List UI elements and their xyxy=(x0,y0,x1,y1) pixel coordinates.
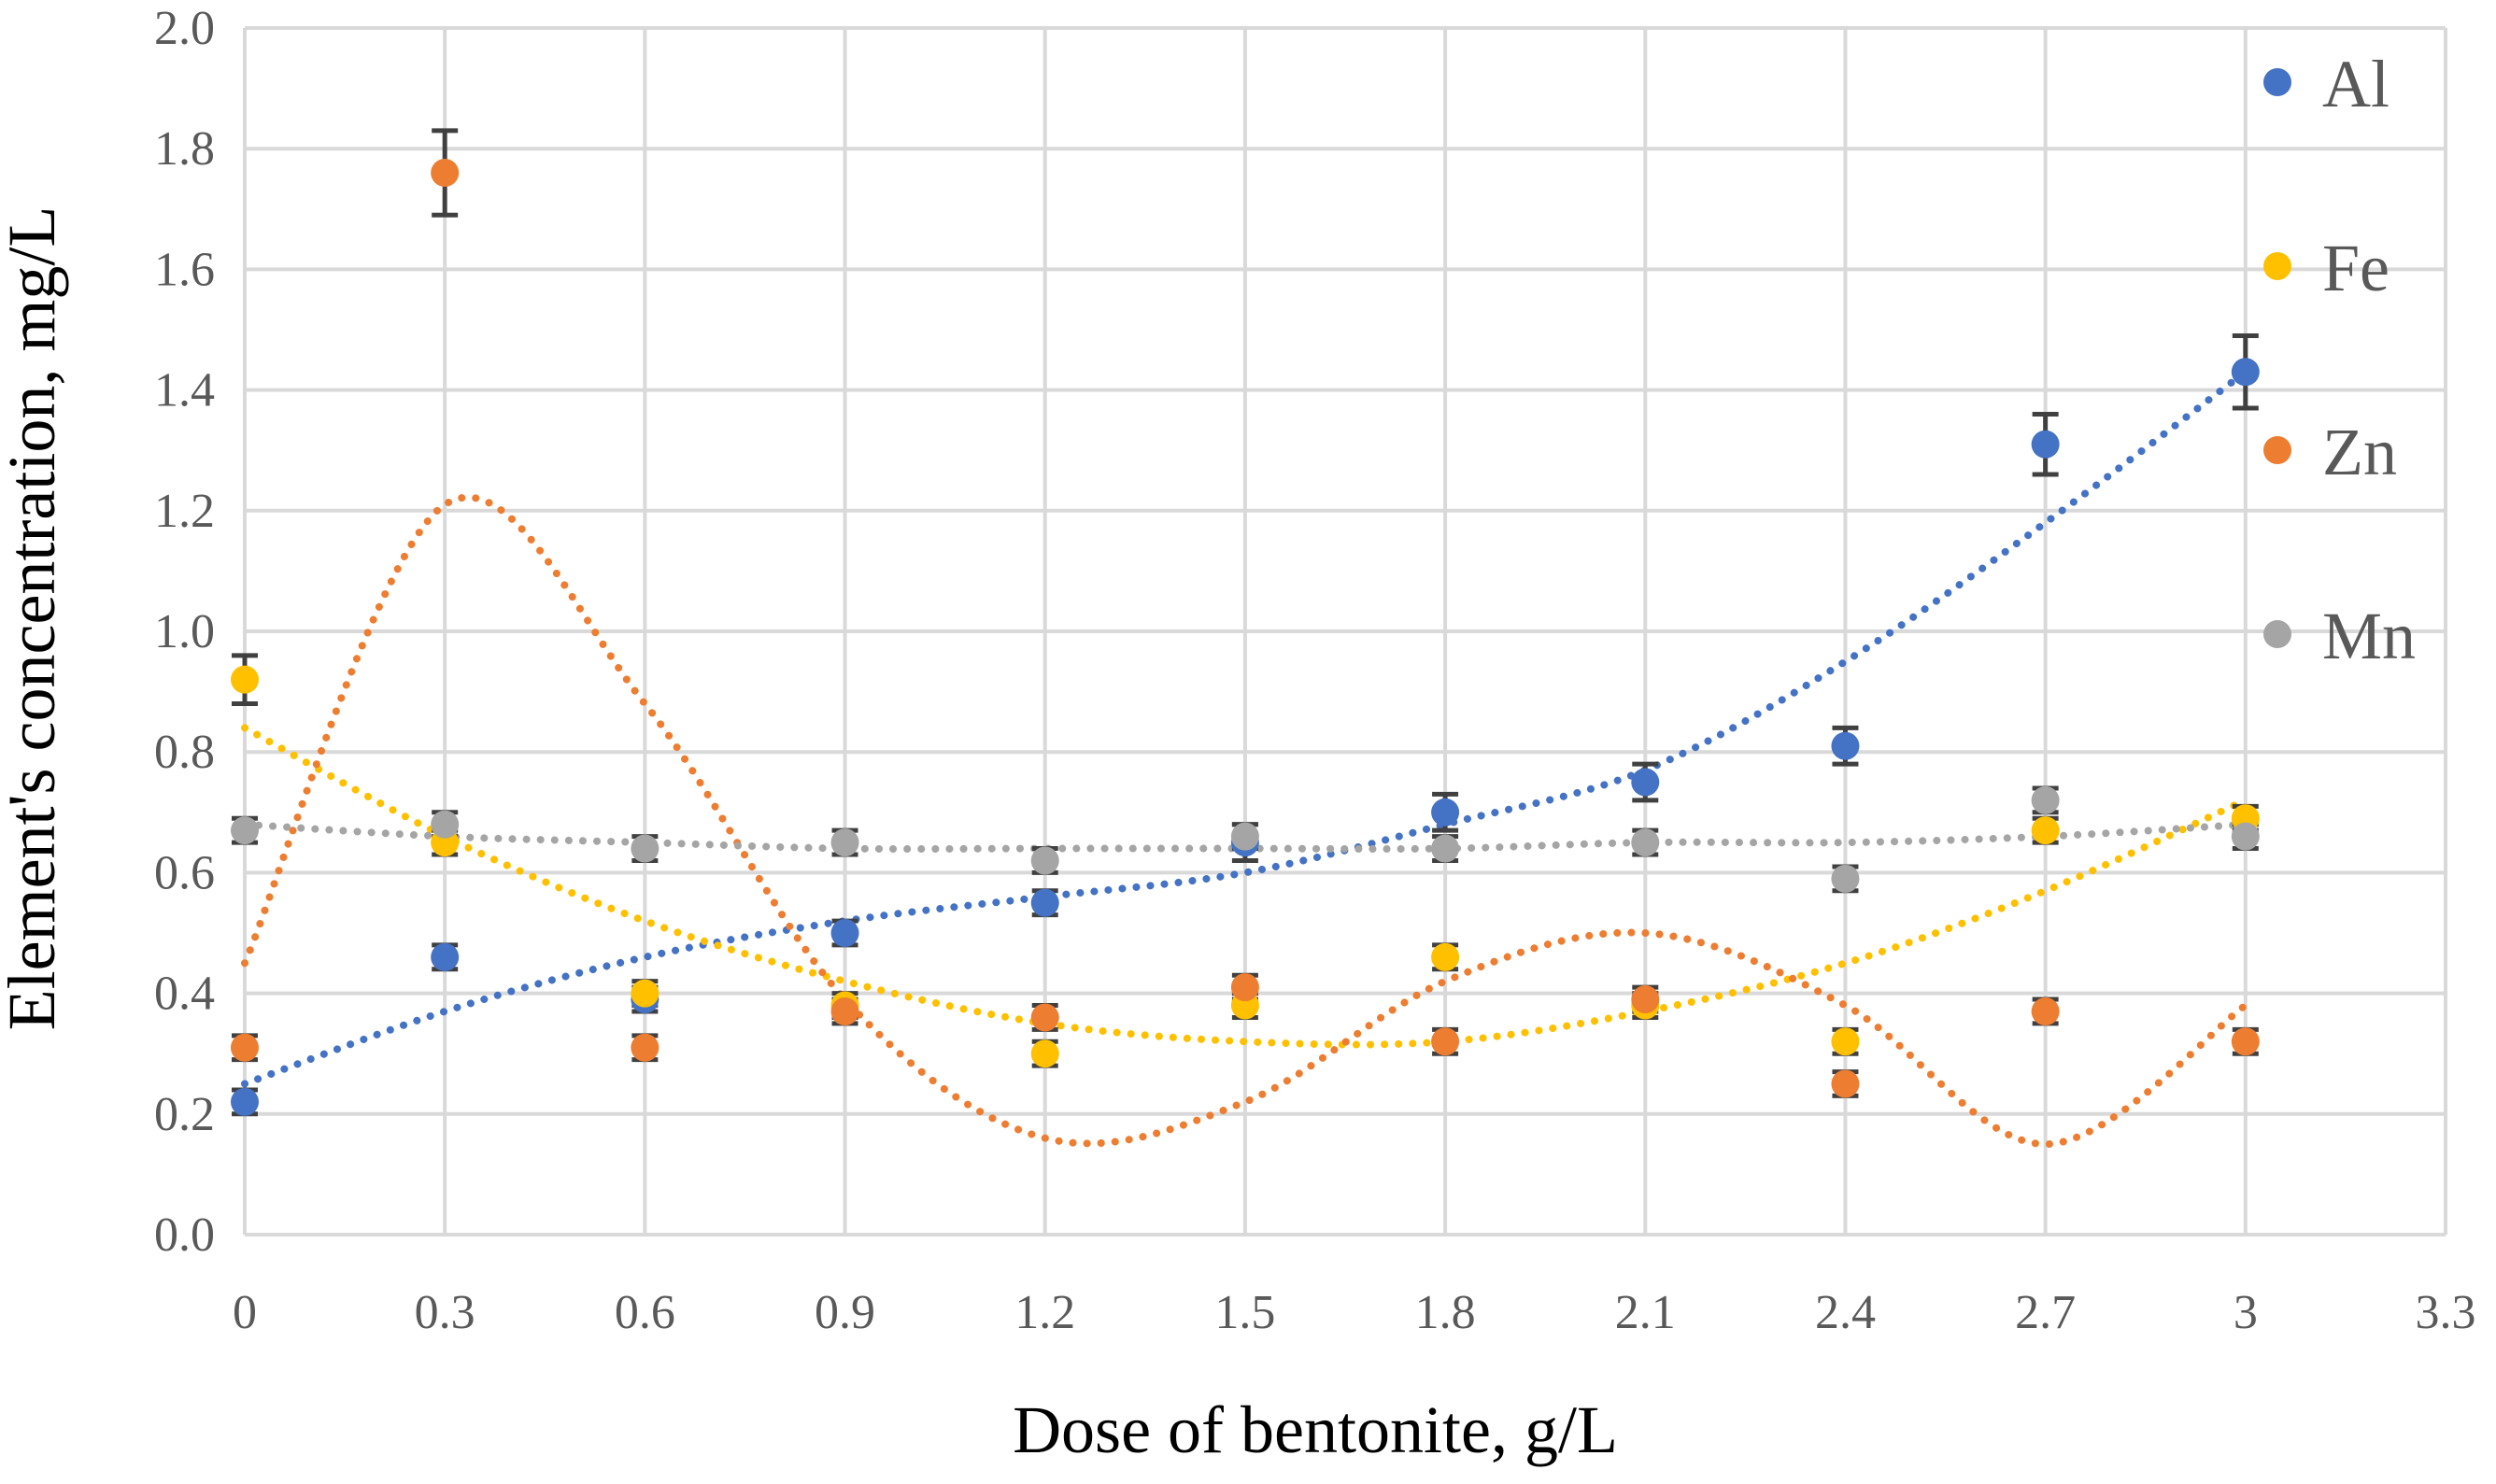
data-point-zn xyxy=(631,1033,659,1062)
data-point-fe xyxy=(1030,1039,1059,1068)
data-point-al xyxy=(1030,888,1059,917)
data-point-zn xyxy=(1030,1003,1059,1032)
legend-label: Zn xyxy=(2322,415,2397,489)
y-tick-label: 0.4 xyxy=(154,968,215,1021)
data-point-mn xyxy=(231,816,259,845)
x-tick-label: 1.2 xyxy=(1014,1286,1075,1339)
legend-label: Al xyxy=(2322,47,2390,121)
legend-marker xyxy=(2263,252,2291,280)
data-point-zn xyxy=(2231,1027,2260,1056)
data-point-al xyxy=(231,1087,259,1116)
data-point-zn xyxy=(231,1033,259,1062)
x-tick-label: 2.1 xyxy=(1615,1286,1676,1339)
data-point-al xyxy=(2031,430,2060,459)
legend-marker xyxy=(2263,620,2291,648)
x-tick-label: 0.6 xyxy=(615,1286,675,1339)
data-point-mn xyxy=(1431,834,1460,863)
y-tick-label: 1.0 xyxy=(154,605,215,658)
trendlines xyxy=(241,368,2249,1149)
legend-item-zn: Zn xyxy=(2263,415,2397,489)
data-point-fe xyxy=(1431,942,1460,971)
x-tick-label: 0.3 xyxy=(415,1286,475,1339)
x-tick-label: 2.7 xyxy=(2015,1286,2076,1339)
y-tick-label: 1.2 xyxy=(154,485,215,538)
x-tick-label: 1.5 xyxy=(1214,1286,1275,1339)
data-point-mn xyxy=(631,834,659,863)
legend-marker xyxy=(2263,68,2291,96)
y-axis-title: Element's concentration, mg/L xyxy=(0,206,69,1031)
data-point-fe xyxy=(631,979,659,1008)
data-point-zn xyxy=(830,996,859,1025)
trendline-fe xyxy=(241,724,2249,1049)
y-tick-label: 1.6 xyxy=(154,243,215,296)
y-tick-label: 0.2 xyxy=(154,1088,215,1141)
y-tick-label: 1.8 xyxy=(154,122,215,176)
data-point-fe xyxy=(231,665,259,694)
data-point-zn xyxy=(2031,996,2060,1025)
trendline-zn xyxy=(241,493,2249,1149)
legend-marker xyxy=(2263,436,2291,464)
x-tick-label: 2.4 xyxy=(1815,1286,1876,1339)
data-point-mn xyxy=(431,810,460,839)
data-point-mn xyxy=(830,828,859,857)
x-axis-title: Dose of bentonite, g/L xyxy=(1013,1392,1618,1467)
data-point-al xyxy=(1431,798,1460,827)
data-point-al xyxy=(431,942,460,971)
y-tick-label: 2.0 xyxy=(154,2,215,55)
x-tick-label: 3.3 xyxy=(2416,1286,2476,1339)
x-tick-label: 3 xyxy=(2234,1286,2258,1339)
data-point-mn xyxy=(2231,822,2260,851)
legend: Al Fe Zn Mn xyxy=(2263,47,2416,673)
data-point-zn xyxy=(1230,973,1259,1002)
x-tick-label: 0.9 xyxy=(815,1286,875,1339)
legend-item-fe: Fe xyxy=(2263,231,2390,305)
x-tick-label: 1.8 xyxy=(1415,1286,1476,1339)
legend-label: Fe xyxy=(2322,231,2390,305)
x-tick-label: 0 xyxy=(233,1286,257,1339)
data-point-al xyxy=(1631,768,1660,797)
y-tick-label: 1.4 xyxy=(154,364,215,417)
data-point-fe xyxy=(2031,816,2060,845)
data-point-zn xyxy=(1831,1069,1860,1098)
data-point-al xyxy=(830,919,859,947)
data-point-zn xyxy=(431,159,460,188)
data-point-mn xyxy=(1030,846,1059,875)
data-points xyxy=(231,159,2260,1116)
data-point-al xyxy=(1831,731,1860,760)
grid xyxy=(243,26,2447,1237)
y-tick-label: 0.0 xyxy=(154,1208,215,1262)
tick-labels: 0.0 0.2 0.4 0.6 0.8 1.0 1.2 1.4 1.6 1.8 2.0 0 0.3 0.6… xyxy=(154,2,2476,1339)
data-point-al xyxy=(2231,358,2260,387)
data-point-mn xyxy=(1631,828,1660,857)
data-point-mn xyxy=(1230,822,1259,851)
data-point-zn xyxy=(1631,985,1660,1014)
legend-item-al: Al xyxy=(2263,47,2390,121)
data-point-fe xyxy=(1831,1027,1860,1056)
data-point-zn xyxy=(1431,1027,1460,1056)
data-point-mn xyxy=(2031,785,2060,814)
legend-label: Mn xyxy=(2322,599,2416,673)
y-tick-label: 0.8 xyxy=(154,726,215,779)
legend-item-mn: Mn xyxy=(2263,599,2416,673)
trendline-al xyxy=(241,368,2249,1088)
data-point-mn xyxy=(1831,864,1860,893)
y-tick-label: 0.6 xyxy=(154,846,215,899)
